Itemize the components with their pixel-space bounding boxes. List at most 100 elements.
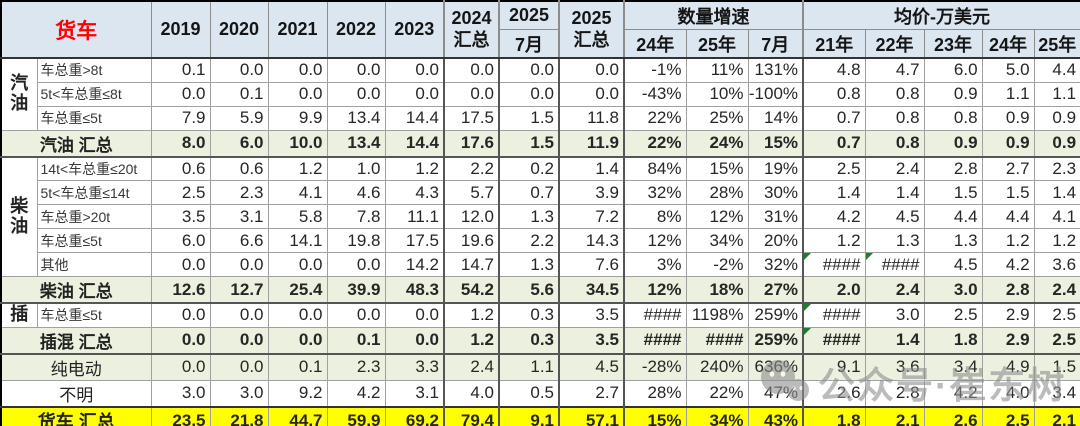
row-label: 不明 — [0, 379, 152, 407]
value-cell: 0.0 — [326, 81, 386, 107]
value-cell: 0.7 — [802, 129, 866, 158]
header-year-2021: 2021 — [267, 0, 328, 59]
value-cell: 1.5 — [923, 180, 983, 205]
value-cell: 43% — [747, 405, 804, 426]
value-cell: 3.6 — [1033, 252, 1080, 277]
value-cell: 0.9 — [981, 129, 1035, 158]
value-cell: 0.1 — [150, 57, 211, 83]
value-cell: 240% — [685, 353, 749, 381]
value-cell: 32% — [623, 180, 687, 205]
value-cell: 17.5 — [384, 228, 445, 253]
value-cell: 0.0 — [209, 326, 269, 355]
row-label: 柴油 汇总 — [0, 276, 152, 304]
value-cell: 1.5 — [498, 129, 560, 158]
value-cell: 3.0 — [923, 276, 983, 304]
value-cell: 15% — [623, 405, 687, 426]
header-2025-jul-year: 2025 — [498, 0, 560, 30]
value-cell: 4.0 — [981, 379, 1035, 407]
value-cell: 1198% — [685, 302, 749, 328]
value-cell: 0.0 — [498, 57, 560, 83]
value-cell: 7.2 — [558, 204, 625, 229]
fuel-group-label: 汽油 — [0, 57, 38, 131]
value-cell: 27% — [747, 276, 804, 304]
value-cell: 4.5 — [923, 252, 983, 277]
row-label: 车总重>8t — [36, 57, 152, 83]
value-cell: 9.9 — [267, 105, 328, 131]
table-title: 货车 — [0, 0, 152, 59]
value-cell: #### — [802, 302, 866, 328]
value-cell: 34% — [685, 228, 749, 253]
value-cell: 4.1 — [1033, 204, 1080, 229]
table-row-货车 汇总: 货车 汇总 23.5 21.8 44.7 59.9 69.2 79.4 9.1 57.1 15% 3… — [0, 405, 1080, 426]
value-cell: 3.3 — [384, 353, 445, 381]
table-row-5t<车总重≤14t: 5t<车总重≤14t 2.5 2.3 4.1 4.6 4.3 5.7 0.7 3.9 32% 28%… — [1, 180, 1080, 205]
header-2025-total-line2: 汇总 — [573, 29, 610, 50]
value-cell: 2.3 — [326, 353, 386, 381]
value-cell: 23.5 — [150, 405, 211, 426]
value-cell: 2.0 — [802, 276, 866, 304]
value-cell: 0.3 — [498, 302, 560, 328]
value-cell: 14.7 — [443, 252, 500, 277]
value-cell: 0.3 — [498, 326, 560, 355]
value-cell: 10% — [685, 81, 749, 107]
value-cell: 2.5 — [981, 405, 1035, 426]
value-cell: 0.9 — [923, 81, 983, 107]
value-cell: 4.4 — [981, 204, 1035, 229]
value-cell: 2.7 — [981, 156, 1035, 181]
value-cell: 1.4 — [864, 180, 925, 205]
value-cell: 2.2 — [443, 156, 500, 181]
value-cell: 0.0 — [267, 326, 328, 355]
value-cell: #### — [802, 252, 866, 277]
value-cell: 0.0 — [150, 252, 211, 277]
value-cell: 5.8 — [267, 204, 328, 229]
value-cell: 0.0 — [150, 326, 211, 355]
value-cell: 2.6 — [802, 379, 866, 407]
table-row-车总重≤5t: 车总重≤5t 7.9 5.9 9.9 13.4 14.4 17.5 1.5 11.8 22% 25%… — [1, 105, 1080, 131]
value-cell: 2.6 — [923, 405, 983, 426]
value-cell: 1.3 — [498, 252, 560, 277]
row-label: 5t<车总重≤8t — [36, 81, 152, 107]
value-cell: 0.0 — [209, 252, 269, 277]
value-cell: 14.1 — [267, 228, 328, 253]
fuel-group-label: 柴油 — [0, 156, 38, 277]
value-cell: 1.2 — [802, 228, 866, 253]
value-cell: 9.1 — [802, 353, 866, 381]
value-cell: 1.4 — [802, 180, 866, 205]
value-cell: 32% — [747, 252, 804, 277]
value-cell: 1.4 — [864, 326, 925, 355]
row-label: 汽油 汇总 — [0, 129, 152, 158]
header-2024-total: 2024 汇总 — [443, 0, 500, 59]
value-cell: 11% — [685, 57, 749, 83]
value-cell: 12.7 — [209, 276, 269, 304]
value-cell: 79.4 — [443, 405, 500, 426]
value-cell: 14.4 — [384, 129, 445, 158]
value-cell: 48.3 — [384, 276, 445, 304]
value-cell: 259% — [747, 302, 804, 328]
value-cell: 0.0 — [267, 302, 328, 328]
value-cell: 2.8 — [864, 379, 925, 407]
value-cell: 12% — [623, 276, 687, 304]
value-cell: 3.4 — [1033, 379, 1080, 407]
row-label: 车总重>20t — [36, 204, 152, 229]
value-cell: 3.5 — [558, 326, 625, 355]
value-cell: 17.6 — [443, 129, 500, 158]
header-price-25: 25年 — [1033, 29, 1080, 59]
value-cell: 69.2 — [384, 405, 445, 426]
table-row-5t<车总重≤8t: 5t<车总重≤8t 0.0 0.1 0.0 0.0 0.0 0.0 0.0 0.0 -43% 10%… — [1, 81, 1080, 107]
value-cell: 0.0 — [384, 81, 445, 107]
header-2025-total: 2025 汇总 — [558, 0, 625, 59]
value-cell: 6.0 — [923, 57, 983, 83]
value-cell: -43% — [623, 81, 687, 107]
value-cell: 2.9 — [981, 326, 1035, 355]
value-cell: 0.0 — [443, 81, 500, 107]
value-cell: 0.9 — [1033, 105, 1080, 131]
value-cell: 1.1 — [498, 353, 560, 381]
value-cell: 6.0 — [150, 228, 211, 253]
value-cell: 10.0 — [267, 129, 328, 158]
table-row-汽油 汇总: 汽油 汇总 8.0 6.0 10.0 13.4 14.4 17.6 1.5 11.9 22% 24%… — [0, 129, 1080, 158]
value-cell: 19.8 — [326, 228, 386, 253]
table-row-车总重≤5t: 插车总重≤5t 0.0 0.0 0.0 0.0 0.0 1.2 0.3 3.5 #### 1198%… — [0, 302, 1080, 328]
value-cell: 0.0 — [326, 57, 386, 83]
value-cell: 2.5 — [1033, 326, 1080, 355]
